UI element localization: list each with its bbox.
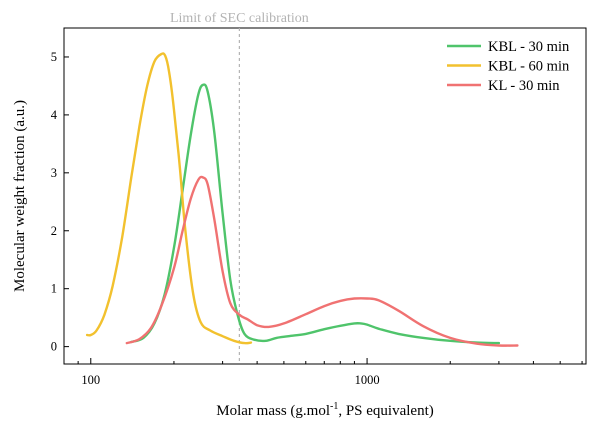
y-tick-label: 2 [51, 224, 57, 238]
series-line-3 [125, 175, 519, 347]
y-tick-label: 0 [51, 340, 57, 354]
legend: KBL - 30 min KBL - 60 min KL - 30 min [447, 39, 570, 94]
y-tick-label: 1 [51, 282, 57, 296]
chart-marks: 0 1 2 3 4 5 100 1000 [51, 28, 583, 387]
sec-limit-annotation: Limit of SEC calibration [170, 11, 309, 26]
x-tick-label: 1000 [355, 373, 380, 387]
x-axis-title-main: Molar mass (g.mol [216, 403, 330, 419]
y-axis-title: Molecular weight fraction (a.u.) [12, 100, 28, 292]
y-tick-label: 4 [51, 108, 58, 122]
y-tick-label: 3 [51, 166, 57, 180]
y-tick-label: 5 [51, 50, 57, 64]
x-tick-label: 100 [81, 373, 100, 387]
series-line-2 [85, 52, 253, 345]
x-axis-title-rest: , PS equivalent) [338, 403, 433, 419]
plot-frame [63, 27, 587, 365]
legend-label: KBL - 30 min [488, 39, 570, 55]
legend-label: KL - 30 min [488, 78, 560, 94]
legend-label: KBL - 60 min [488, 59, 570, 75]
x-axis-title-superscript: -1 [330, 401, 338, 412]
x-axis-title: Molar mass (g.mol-1, PS equivalent) [216, 401, 434, 419]
